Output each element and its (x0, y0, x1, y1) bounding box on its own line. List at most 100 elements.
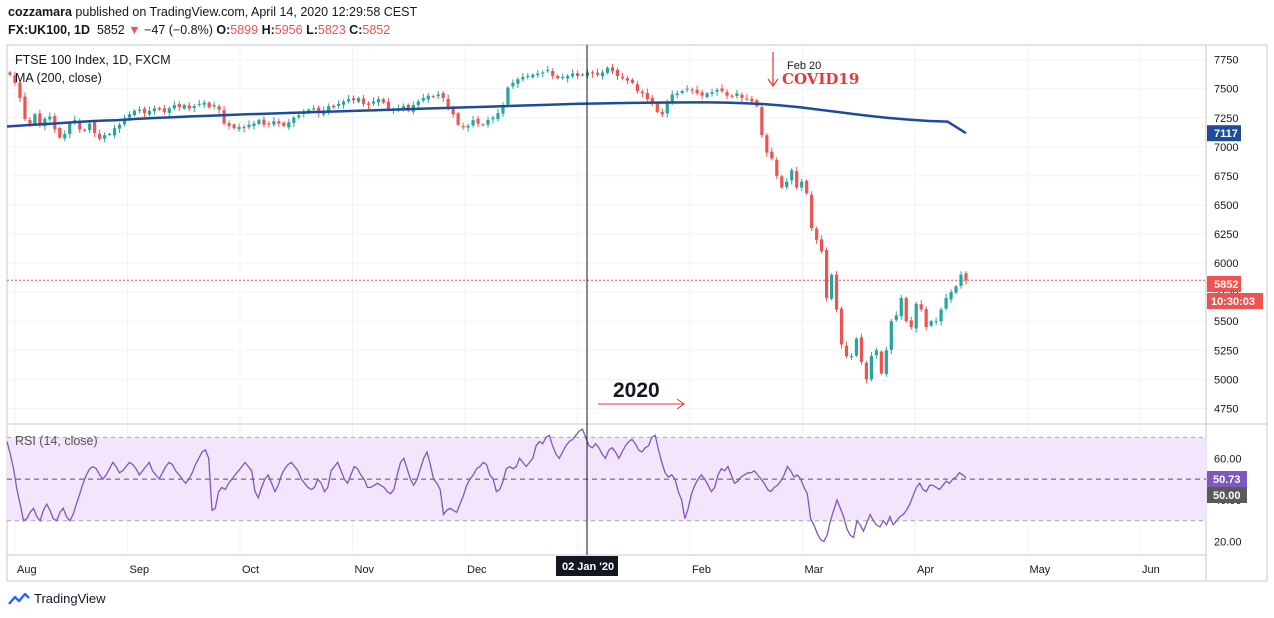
publish-info: published on TradingView.com, April 14, … (75, 5, 418, 19)
candle-body (800, 181, 804, 188)
publish-header: cozzamara published on TradingView.com, … (8, 3, 417, 21)
time-tick-label: Sep (130, 564, 150, 576)
candle-body (710, 92, 714, 94)
candle-body (127, 114, 132, 118)
time-tick-label: Aug (17, 564, 37, 576)
candle-body (48, 116, 52, 120)
candle-body (844, 345, 849, 357)
candle-body (58, 127, 62, 138)
candle-body (401, 106, 405, 108)
candle-body (63, 134, 67, 139)
footer-brand[interactable]: TradingView (8, 591, 106, 606)
last-price-badge (1207, 276, 1241, 292)
candle-body (312, 108, 316, 110)
candle-body (38, 113, 42, 125)
year-label: 2020 (613, 379, 660, 402)
candle-body (43, 118, 47, 127)
candle-body (287, 122, 291, 128)
candle-body (551, 71, 555, 76)
candle-body (894, 315, 898, 320)
candle-body (949, 292, 953, 300)
candle-body (556, 75, 560, 79)
candle-body (954, 286, 958, 293)
high-value: 5956 (274, 23, 303, 37)
candle-body (810, 194, 814, 229)
last-value: 5852 (96, 23, 125, 37)
time-tick-label: Apr (917, 564, 934, 576)
candle-body (790, 170, 794, 181)
candle-body (745, 98, 749, 100)
candle-body (157, 107, 161, 110)
candle-body (959, 274, 963, 286)
candle-body (33, 114, 37, 124)
change-value: −47 (−0.8%) (144, 23, 213, 37)
price-tick-label: 5000 (1214, 374, 1238, 386)
candle-body (516, 79, 520, 84)
candle-body (919, 304, 923, 310)
candle-body (13, 75, 17, 83)
candle-body (939, 309, 943, 322)
candle-body (272, 121, 276, 125)
ma-price-badge (1207, 125, 1241, 142)
candle-body (132, 110, 137, 116)
candle-body (929, 321, 933, 326)
candle-body (98, 133, 102, 139)
candle-body (795, 170, 799, 188)
candle-body (615, 69, 620, 76)
price-axis: 4750500052505500575060006250650067507000… (7, 55, 1238, 415)
candle-body (501, 104, 505, 114)
candle-body (426, 95, 430, 100)
candle-body (665, 101, 669, 114)
series-legend[interactable]: FTSE 100 Index, 1D, FXCM (15, 53, 171, 67)
candle-body (834, 274, 839, 310)
last-price-badge-text: 5852 (1214, 279, 1238, 291)
candle-body (526, 75, 530, 77)
candle-body (820, 239, 824, 252)
candle-body (585, 72, 590, 76)
price-tick-label: 5250 (1214, 345, 1238, 357)
candle-body (28, 119, 32, 124)
candle-body (471, 120, 475, 126)
candle-body (695, 89, 699, 94)
crosshair-date-badge-text: 02 Jan '20 (562, 561, 614, 573)
candle-body (267, 123, 271, 125)
year-arrow-head (676, 398, 685, 410)
candle-body (446, 98, 450, 109)
candle-body (78, 121, 82, 130)
close-label: C: (349, 23, 363, 37)
feb-date-label: Feb 20 (787, 60, 821, 72)
candle-body (461, 126, 465, 128)
footer-brand-label: TradingView (34, 591, 106, 606)
candle-body (506, 87, 510, 105)
candle-body (386, 101, 391, 109)
candle-body (675, 93, 679, 95)
candle-body (237, 127, 241, 130)
candle-body (934, 321, 938, 323)
candle-body (277, 121, 281, 124)
candle-body (715, 89, 719, 92)
candle-body (700, 92, 704, 96)
ma-legend[interactable]: MA (200, close) (15, 71, 102, 85)
candle-body (720, 88, 724, 92)
candle-body (18, 82, 22, 98)
time-tick-label: Oct (242, 564, 259, 576)
candle-body (640, 91, 644, 94)
rsi-legend[interactable]: RSI (14, close) (15, 434, 98, 448)
candle-body (327, 106, 331, 112)
open-value: 5899 (230, 23, 259, 37)
candle-body (262, 119, 266, 125)
author-name[interactable]: cozzamara (8, 5, 72, 19)
candle-body (914, 303, 918, 329)
candle-body (546, 70, 550, 72)
price-tick-label: 7250 (1214, 113, 1238, 125)
candle-body (705, 93, 709, 98)
candle-body (152, 108, 156, 112)
rsi-tick-label: 20.00 (1214, 537, 1242, 549)
candle-body (247, 124, 251, 128)
candle-body (685, 88, 689, 90)
candle-body (481, 124, 485, 126)
candle-body (207, 102, 211, 108)
tradingview-logo-icon (8, 592, 30, 605)
candle-body (451, 108, 455, 115)
